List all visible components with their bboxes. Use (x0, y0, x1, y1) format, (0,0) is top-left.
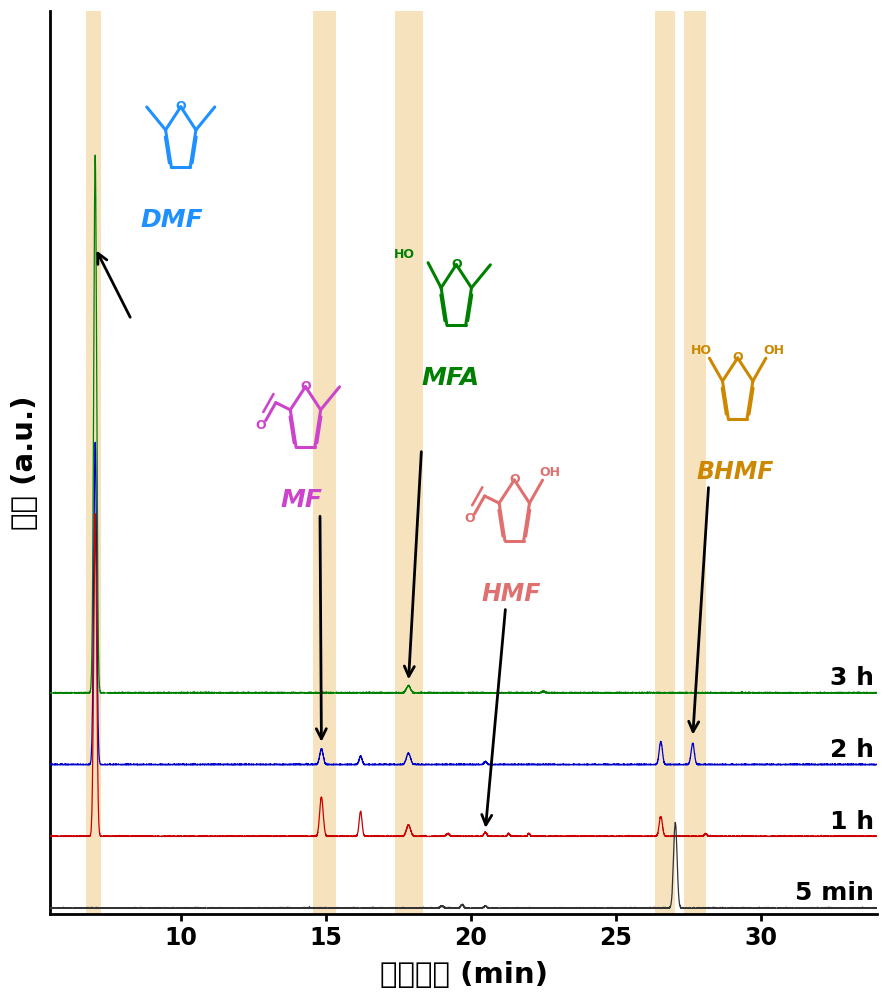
Text: DMF: DMF (140, 208, 203, 232)
Text: O: O (509, 473, 519, 486)
Text: O: O (256, 419, 266, 432)
Text: OH: OH (763, 344, 784, 357)
Text: HO: HO (394, 248, 415, 261)
Text: O: O (176, 100, 186, 113)
X-axis label: 反应时间 (min): 反应时间 (min) (379, 961, 548, 989)
Text: BHMF: BHMF (696, 460, 773, 484)
Text: O: O (464, 512, 475, 525)
Text: 3 h: 3 h (830, 666, 874, 690)
Text: HMF: HMF (481, 582, 541, 606)
Text: MF: MF (280, 488, 322, 512)
Y-axis label: 强度 (a.u.): 强度 (a.u.) (12, 395, 39, 530)
Text: OH: OH (540, 466, 561, 479)
Text: 5 min: 5 min (795, 881, 874, 905)
Text: MFA: MFA (422, 366, 480, 390)
Text: O: O (451, 258, 462, 271)
Text: HO: HO (691, 344, 712, 357)
Bar (684, 11, 706, 914)
Text: O: O (733, 351, 743, 364)
Bar (655, 11, 675, 914)
Text: 2 h: 2 h (830, 738, 874, 762)
Text: 1 h: 1 h (830, 810, 874, 834)
Bar (395, 11, 423, 914)
Bar (313, 11, 336, 914)
Text: O: O (300, 380, 311, 393)
Bar (86, 11, 101, 914)
